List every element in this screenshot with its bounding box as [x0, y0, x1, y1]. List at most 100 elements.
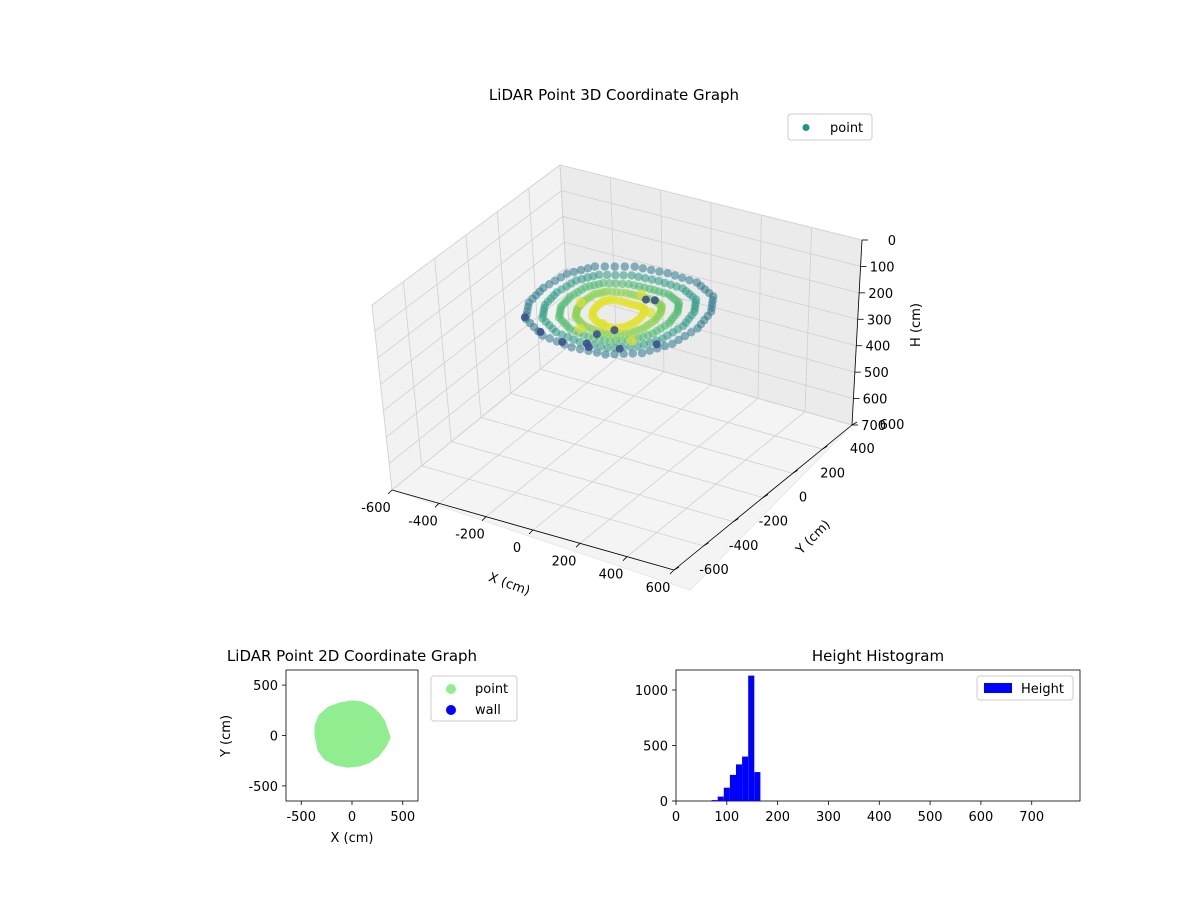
chart-3d-back-gridline-z [559, 164, 863, 241]
chart-3d-point [680, 331, 690, 341]
chart-3d-x-tick-mark [622, 556, 628, 561]
chart-3d-back-gridline-x [757, 214, 762, 399]
chart-2d-y-ticks: -500 0 500 [248, 679, 286, 795]
chart-3d-left-gridline-y [528, 188, 541, 370]
chart-hist-bar [717, 796, 724, 801]
chart-3d-back-gridline-z [561, 190, 861, 267]
chart-3d-x-tick-mark [528, 529, 534, 535]
chart-3d-point [567, 343, 576, 352]
chart-3d-point [596, 342, 605, 351]
chart-3d-title: LiDAR Point 3D Coordinate Graph [489, 86, 739, 104]
chart-3d-point [638, 264, 648, 273]
chart-3d-y-tick-mark [733, 518, 739, 523]
chart-3d-x-tick-label: 0 [513, 541, 521, 556]
chart-3d-point [670, 271, 680, 280]
chart-3d-x-tick-label: 200 [552, 554, 577, 569]
chart-hist-legend: Height [976, 675, 1074, 701]
chart-3d-z-tick-label: 200 [868, 287, 893, 302]
chart-3d-point [641, 274, 650, 283]
chart-3d-legend-label: point [830, 121, 863, 136]
chart-3d-point [618, 279, 627, 289]
chart-hist-x-tick-label: 600 [968, 810, 993, 825]
chart-3d-point [599, 278, 608, 288]
chart-3d-wall-point [610, 326, 619, 335]
chart-3d-wall-point [592, 330, 601, 339]
chart-3d-z-tick-label: 100 [870, 260, 895, 275]
chart-3d-point [575, 323, 586, 334]
chart-3d-point [597, 318, 608, 329]
chart-3d-point [687, 328, 696, 337]
chart-3d-y-tick-label: 200 [820, 466, 845, 481]
chart-3d-z-tick-label: 600 [863, 393, 888, 408]
chart-3d-left-gridline-y [434, 258, 452, 442]
chart-3d-point [563, 295, 573, 304]
chart-3d-point [674, 335, 683, 345]
chart-3d-z-tick-label: 0 [888, 234, 896, 249]
chart-hist-x-tick-label: 100 [714, 810, 739, 825]
chart-3d-point [594, 270, 604, 279]
chart-hist-y-ticks: 0 500 1000 [635, 684, 676, 810]
chart-3d-point [603, 343, 612, 353]
chart-3d-left-gridline-y [465, 234, 482, 418]
chart-2d-x-ticks: -500 0 500 [286, 801, 415, 825]
chart-3d-wall-point [536, 327, 545, 336]
chart-3d-point [600, 262, 609, 271]
chart-3d-point [601, 350, 610, 359]
chart-3d-back-gridline-z [562, 216, 860, 294]
chart-2d-legend-label-point: point [475, 682, 508, 697]
chart-2d-x-tick-label: -500 [286, 810, 316, 825]
chart-hist-y-tick-label: 1000 [635, 684, 668, 699]
chart-3d-x-tick-label: -200 [455, 528, 485, 543]
chart-3d-left-gridline-z [391, 344, 571, 491]
chart-3d-y-tick-mark [703, 542, 709, 547]
chart-3d-point [627, 335, 638, 346]
chart-3d-left-gridline-y [496, 211, 512, 394]
chart-hist-y-tick-label: 0 [660, 795, 668, 810]
chart-3d-z-tick-label: 700 [861, 419, 886, 434]
chart-hist-bars [711, 675, 761, 801]
chart-hist-bar [754, 772, 761, 801]
chart-2d-ylabel: Y (cm) [219, 715, 234, 758]
chart-3d-x-tick-mark [669, 569, 675, 575]
chart-3d-point [576, 265, 586, 275]
chart-hist-x-ticks: 0 100 200 300 400 500 600 700 [672, 801, 1044, 825]
chart-3d-point [575, 345, 585, 354]
chart-3d-left-gridline-y [371, 304, 393, 491]
chart-3d-point [535, 287, 544, 296]
chart-2d-x-tick-label: 500 [390, 810, 415, 825]
chart-hist-x-tick-label: 0 [672, 810, 680, 825]
chart-2d-xlabel: X (cm) [331, 831, 374, 846]
chart-3d-x-tick-mark [387, 489, 393, 495]
chart-3d-zlabel: H (cm) [909, 303, 924, 347]
chart-2d-y-tick-label: 0 [270, 730, 278, 745]
chart-3d-wall-point [650, 296, 659, 305]
chart-3d-wall-point [582, 339, 591, 348]
chart-3d-point [628, 349, 637, 358]
chart-3d-point [549, 291, 559, 300]
chart-3d-z-tick-label: 300 [867, 313, 892, 328]
chart-3d-z-axis-line [851, 239, 863, 426]
chart-3d-wall-point [520, 313, 529, 322]
chart-2d-point-cloud [314, 700, 391, 768]
chart-hist: Height Histogram 0 100 200 300 400 500 600 700 … [635, 647, 1081, 825]
chart-3d-point [660, 341, 669, 351]
chart-hist-x-tick-label: 300 [816, 810, 841, 825]
chart-3d-point [645, 307, 656, 318]
chart-3d-point [693, 324, 702, 333]
chart-3d-left-gridline-z [374, 190, 562, 332]
chart-3d-z-tick-label: 400 [865, 340, 890, 355]
chart-3d-point [647, 275, 657, 284]
chart-hist-title: Height Histogram [812, 647, 944, 665]
chart-2d-legend-marker-wall [446, 705, 456, 715]
chart-3d-point [685, 276, 694, 285]
chart-3d-point [611, 270, 620, 280]
chart-3d-point [637, 348, 647, 358]
chart-3d-y-tick-mark [792, 469, 798, 474]
chart-3d-y-tick-label: 400 [850, 442, 875, 457]
chart-3d-gridlines [371, 164, 863, 571]
chart-3d-z-tick-label: 500 [864, 366, 889, 381]
chart-3d-point [611, 279, 621, 288]
chart-3d-wall-point [652, 340, 661, 349]
chart-3d-point [655, 267, 664, 276]
chart-2d-legend-marker-point [446, 684, 456, 694]
